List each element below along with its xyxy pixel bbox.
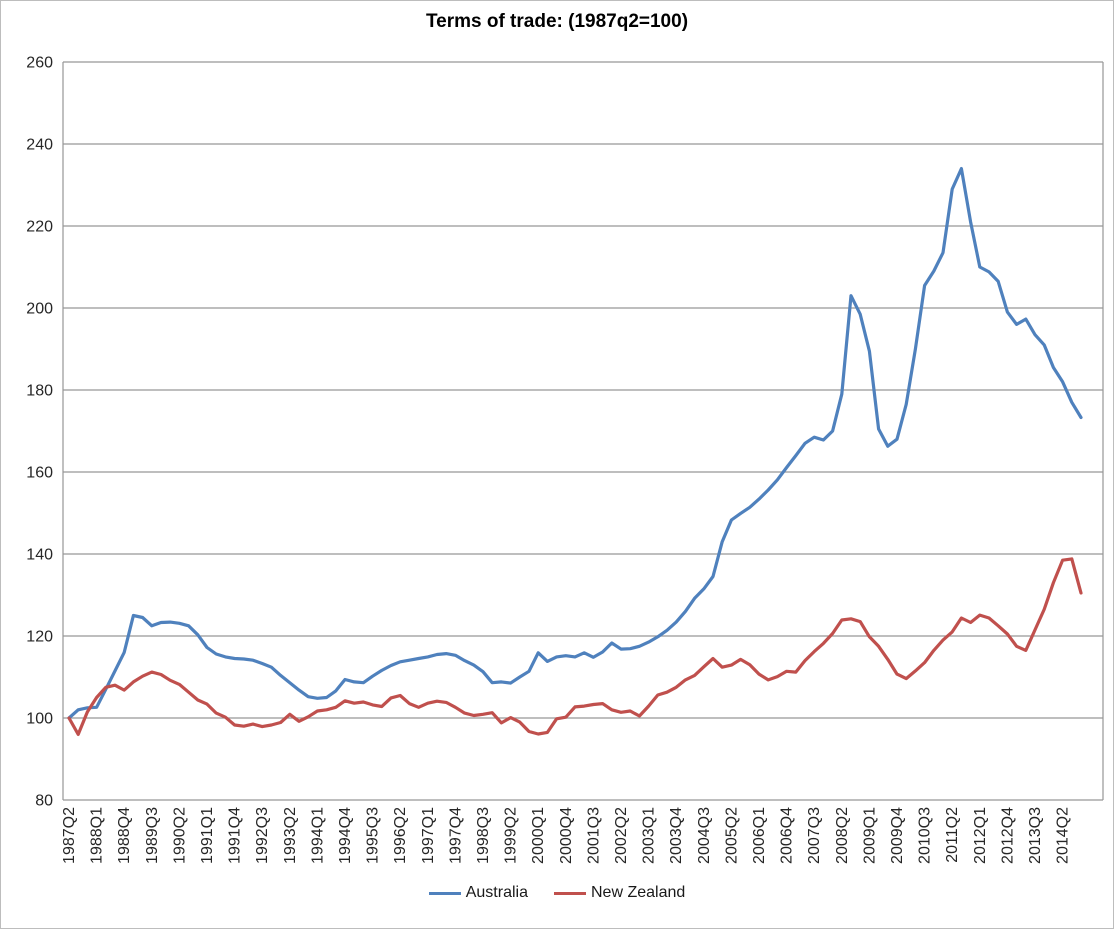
x-tick-label-1988Q1: 1988Q1 — [89, 807, 106, 864]
y-tick-label-220: 220 — [26, 219, 53, 236]
series-line-new-zealand — [67, 557, 1083, 737]
legend-label-australia: Australia — [465, 884, 528, 901]
x-tick-label-2000Q1: 2000Q1 — [530, 807, 547, 864]
x-tick-label-2013Q3: 2013Q3 — [1027, 807, 1044, 864]
x-tick-label-2002Q2: 2002Q2 — [613, 807, 630, 864]
x-tick-label-2012Q4: 2012Q4 — [999, 807, 1016, 864]
legend-item-australia: Australia — [428, 884, 528, 902]
x-tick-label-1994Q4: 1994Q4 — [337, 807, 354, 864]
series-line-australia — [67, 167, 1083, 720]
y-tick-label-80: 80 — [35, 793, 53, 810]
x-tick-label-2009Q1: 2009Q1 — [861, 807, 878, 864]
x-tick-label-1993Q2: 1993Q2 — [282, 807, 299, 864]
x-tick-label-2014Q2: 2014Q2 — [1055, 807, 1072, 864]
x-tick-label-1988Q4: 1988Q4 — [116, 807, 133, 864]
x-tick-label-1990Q2: 1990Q2 — [171, 807, 188, 864]
x-tick-label-1991Q1: 1991Q1 — [199, 807, 216, 864]
legend: Australia New Zealand — [1, 884, 1113, 902]
x-tick-label-2011Q2: 2011Q2 — [944, 807, 961, 863]
x-tick-label-2003Q4: 2003Q4 — [668, 807, 685, 864]
x-tick-label-2006Q1: 2006Q1 — [751, 807, 768, 864]
y-tick-label-100: 100 — [26, 711, 53, 728]
chart-title: Terms of trade: (1987q2=100) — [425, 11, 689, 32]
new-zealand-line-swatch — [553, 891, 586, 895]
x-tick-label-2010Q3: 2010Q3 — [917, 807, 934, 864]
y-tick-label-160: 160 — [26, 465, 53, 482]
y-tick-label-260: 260 — [26, 55, 53, 72]
x-tick-label-1999Q2: 1999Q2 — [503, 807, 520, 864]
x-tick-label-1994Q1: 1994Q1 — [309, 807, 326, 864]
y-tick-label-120: 120 — [26, 629, 53, 646]
x-tick-label-2006Q4: 2006Q4 — [779, 807, 796, 864]
australia-line-swatch — [428, 891, 461, 895]
y-tick-label-180: 180 — [26, 383, 53, 400]
x-tick-label-2004Q3: 2004Q3 — [696, 807, 713, 864]
x-tick-label-1997Q1: 1997Q1 — [420, 807, 437, 864]
y-tick-label-140: 140 — [26, 547, 53, 564]
x-tick-label-1991Q4: 1991Q4 — [227, 807, 244, 864]
x-tick-label-1995Q3: 1995Q3 — [365, 807, 382, 864]
x-tick-label-1989Q3: 1989Q3 — [144, 807, 161, 864]
x-tick-label-2005Q2: 2005Q2 — [723, 807, 740, 864]
x-tick-label-2001Q3: 2001Q3 — [585, 807, 602, 864]
y-tick-label-240: 240 — [26, 137, 53, 154]
legend-label-new-zealand: New Zealand — [590, 884, 686, 901]
x-tick-label-2007Q3: 2007Q3 — [806, 807, 823, 864]
x-tick-label-1998Q3: 1998Q3 — [475, 807, 492, 864]
x-tick-label-2009Q4: 2009Q4 — [889, 807, 906, 864]
y-tick-label-200: 200 — [26, 301, 53, 318]
x-tick-label-1997Q4: 1997Q4 — [447, 807, 464, 864]
x-tick-label-2008Q2: 2008Q2 — [834, 807, 851, 864]
x-tick-label-1992Q3: 1992Q3 — [254, 807, 271, 864]
x-tick-label-2003Q1: 2003Q1 — [641, 807, 658, 864]
x-tick-label-2012Q1: 2012Q1 — [972, 807, 989, 864]
x-tick-label-1996Q2: 1996Q2 — [392, 807, 409, 864]
legend-item-new-zealand: New Zealand — [553, 884, 686, 902]
x-tick-label-2000Q4: 2000Q4 — [558, 807, 575, 864]
x-tick-label-1987Q2: 1987Q2 — [61, 807, 78, 864]
